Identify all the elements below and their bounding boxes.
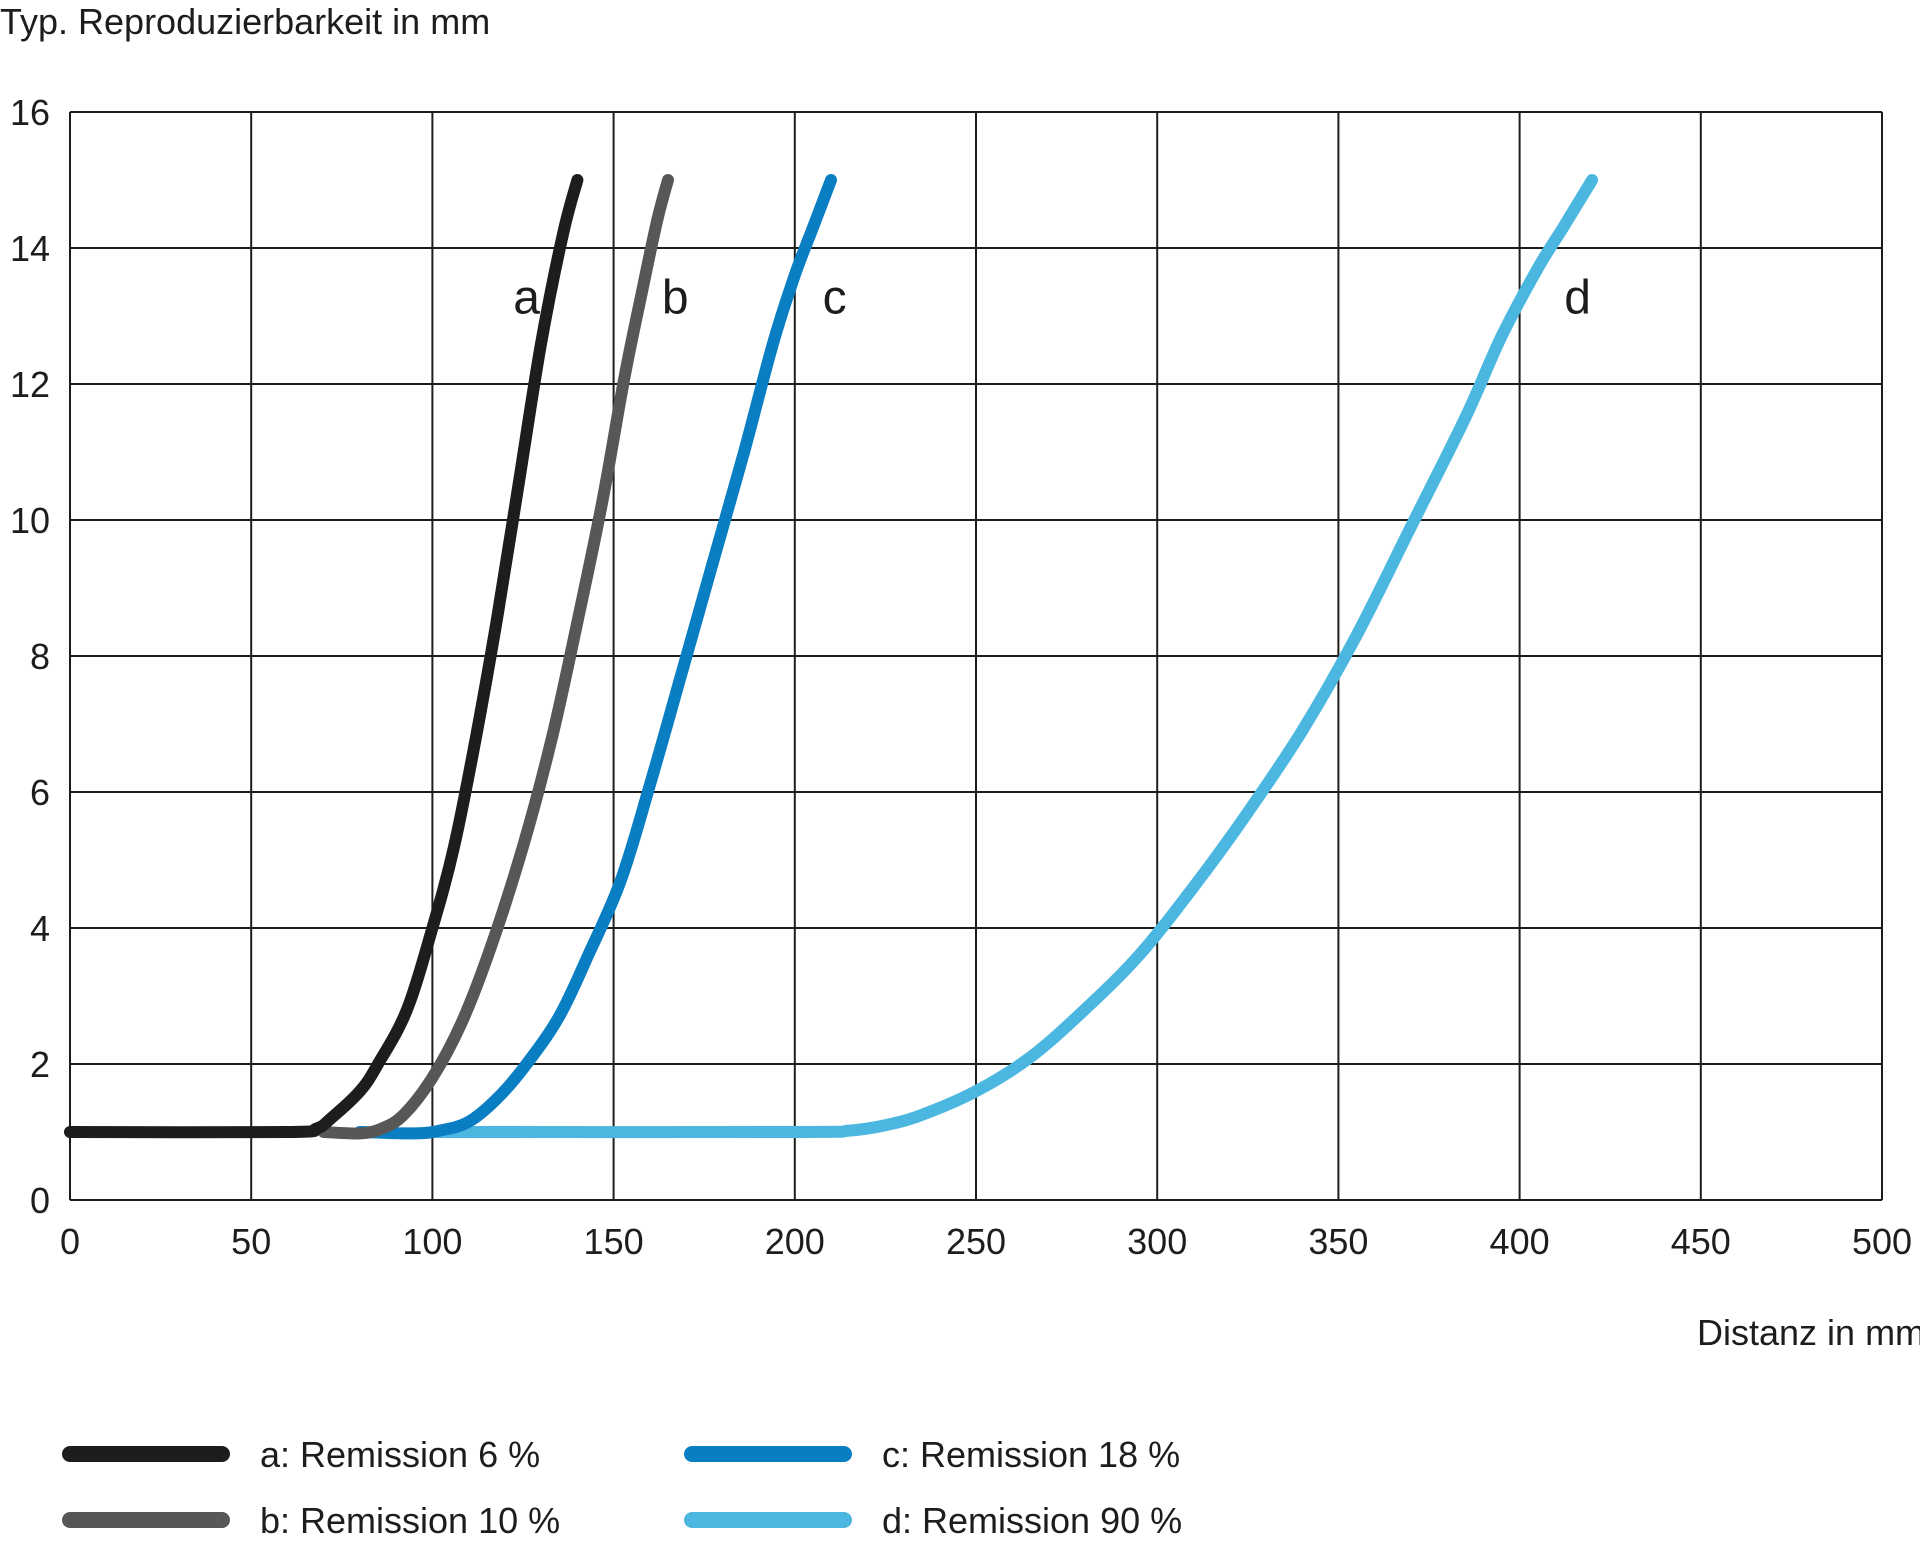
tick-labels: 0 50 100 150 200 250 300 350 400 450 500 0 2 4 6 8 10 12 1… <box>10 92 1912 1262</box>
series-line-c <box>353 174 837 1140</box>
legend-label-c: c: Remission 18 % <box>882 1434 1180 1475</box>
y-tick-label: 10 <box>10 500 50 541</box>
y-axis-title: Typ. Reproduzierbarkeit in mm <box>0 1 490 42</box>
curve-label-b: b <box>662 272 689 325</box>
curve-label-c: c <box>823 272 847 325</box>
y-tick-label: 16 <box>10 92 50 133</box>
y-tick-label: 12 <box>10 364 50 405</box>
x-tick-label: 100 <box>402 1221 462 1262</box>
x-tick-label: 250 <box>946 1221 1006 1262</box>
x-tick-label: 200 <box>765 1221 825 1262</box>
x-tick-label: 50 <box>231 1221 271 1262</box>
series-lines <box>64 174 1599 1140</box>
y-tick-label: 0 <box>30 1180 50 1221</box>
y-tick-label: 8 <box>30 636 50 677</box>
legend-label-d: d: Remission 90 % <box>882 1500 1182 1541</box>
x-tick-label: 0 <box>60 1221 80 1262</box>
y-tick-label: 4 <box>30 908 50 949</box>
x-tick-label: 150 <box>584 1221 644 1262</box>
series-line-a <box>64 174 584 1139</box>
curve-annotations: a b c d <box>513 272 1591 325</box>
y-tick-label: 14 <box>10 228 50 269</box>
x-tick-label: 350 <box>1308 1221 1368 1262</box>
x-tick-label: 300 <box>1127 1221 1187 1262</box>
grid <box>69 111 1883 1201</box>
legend: a: Remission 6 % b: Remission 10 % c: Remi… <box>62 1434 1182 1541</box>
x-tick-label: 500 <box>1852 1221 1912 1262</box>
x-axis-title: Distanz in mm <box>1697 1312 1920 1353</box>
curve-label-d: d <box>1564 272 1591 325</box>
legend-label-a: a: Remission 6 % <box>260 1434 540 1475</box>
y-tick-label: 6 <box>30 772 50 813</box>
series-line-d <box>426 174 1599 1139</box>
x-tick-label: 400 <box>1490 1221 1550 1262</box>
curve-label-a: a <box>513 272 540 325</box>
series-line-b <box>317 174 674 1140</box>
x-tick-label: 450 <box>1671 1221 1731 1262</box>
legend-label-b: b: Remission 10 % <box>260 1500 560 1541</box>
y-tick-label: 2 <box>30 1044 50 1085</box>
